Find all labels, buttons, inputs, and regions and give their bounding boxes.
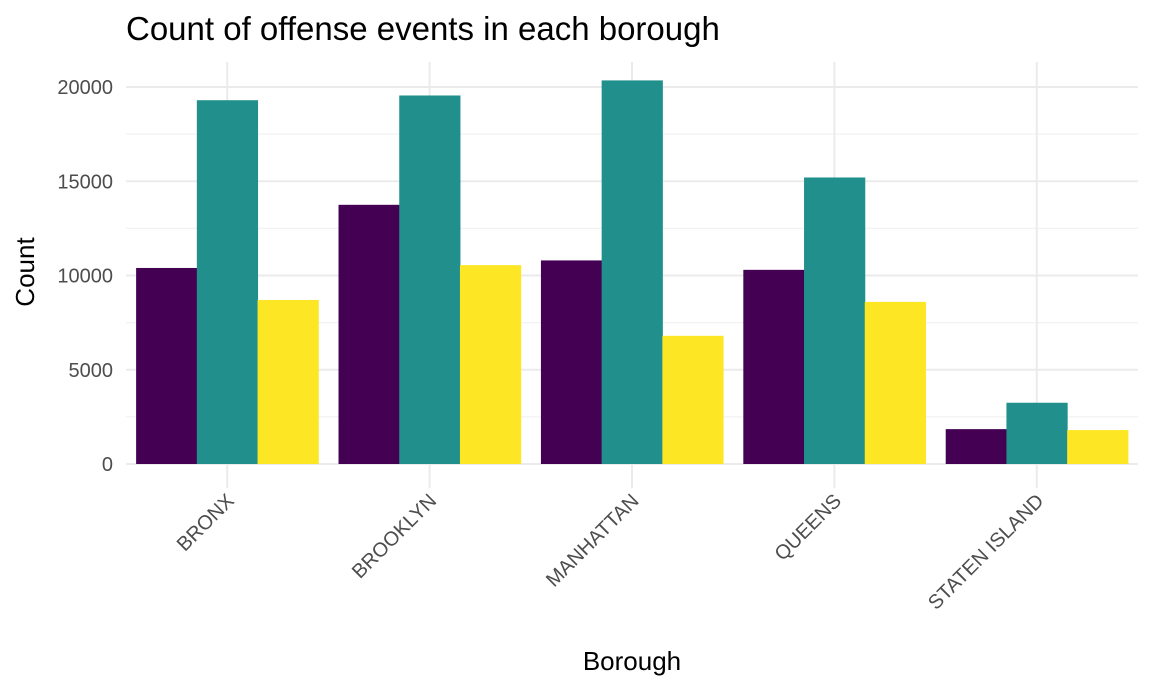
bar: [399, 95, 461, 464]
bar: [864, 301, 926, 464]
bar: [257, 300, 319, 464]
x-tick-label: MANHATTAN: [542, 490, 643, 591]
bar: [196, 100, 259, 464]
bar: [540, 260, 603, 464]
bar: [1006, 402, 1068, 464]
y-tick-label: 5000: [69, 360, 114, 382]
bar: [338, 204, 400, 464]
bar: [662, 335, 724, 464]
bar: [804, 177, 866, 465]
x-tick-label: STATEN ISLAND: [924, 490, 1048, 614]
y-tick-label: 10000: [57, 266, 113, 288]
bar: [743, 269, 805, 464]
y-tick-label: 15000: [57, 171, 113, 193]
bars: [136, 80, 1129, 465]
bar: [1067, 430, 1129, 464]
chart-title: Count of offense events in each borough: [126, 10, 720, 47]
y-tick-label: 20000: [57, 77, 113, 99]
x-tick-label: BRONX: [173, 490, 239, 556]
y-tick-label: 0: [102, 454, 113, 476]
y-axis-title: Count: [10, 237, 40, 307]
x-axis-title: Borough: [583, 646, 681, 676]
bar: [136, 267, 198, 464]
x-axis-ticks: BRONX BROOKLYN MANHATTAN QUEENS STATEN ISLAN…: [173, 490, 1048, 614]
y-axis-ticks: 0 5000 10000 15000 20000: [57, 77, 113, 476]
bar: [459, 265, 522, 464]
bar: [601, 80, 663, 465]
x-tick-label: QUEENS: [771, 490, 846, 565]
bar: [945, 429, 1007, 464]
x-tick-label: BROOKLYN: [348, 490, 441, 583]
